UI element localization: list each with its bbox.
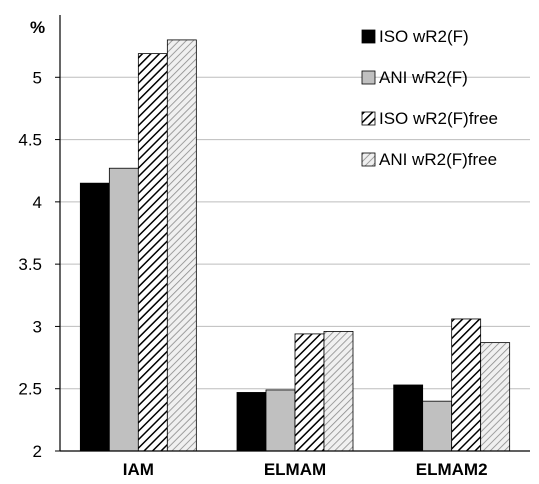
legend-swatch [361, 29, 376, 44]
legend-swatch [361, 152, 376, 167]
x-category-label: IAM [123, 460, 154, 479]
x-category-label: ELMAM2 [416, 460, 488, 479]
bar-elmam-series-4 [323, 331, 354, 452]
bar-iam-series-1 [79, 182, 110, 452]
bar-iam-series-3 [137, 53, 168, 452]
bar-elmam-series-2 [265, 389, 296, 452]
legend: ISO wR2(F) ANI wR2(F) ISO wR2(F)free ANI wR… [361, 27, 498, 169]
bar-iam-series-4 [166, 39, 197, 452]
legend-swatch [361, 111, 376, 126]
y-tick-label: 2 [33, 442, 42, 461]
bar-iam-series-2 [108, 167, 139, 452]
bar-elmam2-series-2 [422, 400, 453, 452]
y-tick-label: 3.5 [18, 255, 42, 274]
bar-elmam2-series-4 [480, 342, 511, 452]
legend-label: ANI wR2(F) [379, 68, 468, 87]
y-tick-label: 5 [33, 68, 42, 87]
legend-label: ISO wR2(F)free [379, 109, 498, 128]
bar-elmam-series-1 [236, 392, 267, 452]
bar-elmam2-series-3 [451, 318, 482, 452]
bar-elmam2-series-1 [393, 384, 424, 452]
x-category-label: ELMAM [264, 460, 326, 479]
bar-elmam-series-3 [294, 333, 325, 452]
axes: 2 2.5 3 3.5 4 4.5 5 IAM ELMAM ELMAM2 [18, 15, 530, 479]
y-tick-label: 3 [33, 317, 42, 336]
y-tick-label: 2.5 [18, 380, 42, 399]
legend-label: ISO wR2(F) [379, 27, 469, 46]
legend-label: ANI wR2(F)free [379, 150, 497, 169]
y-tick-label: 4 [33, 193, 42, 212]
y-axis-unit-label: % [30, 18, 45, 37]
legend-swatch [361, 70, 376, 85]
bars [79, 39, 511, 452]
y-tick-label: 4.5 [18, 131, 42, 150]
